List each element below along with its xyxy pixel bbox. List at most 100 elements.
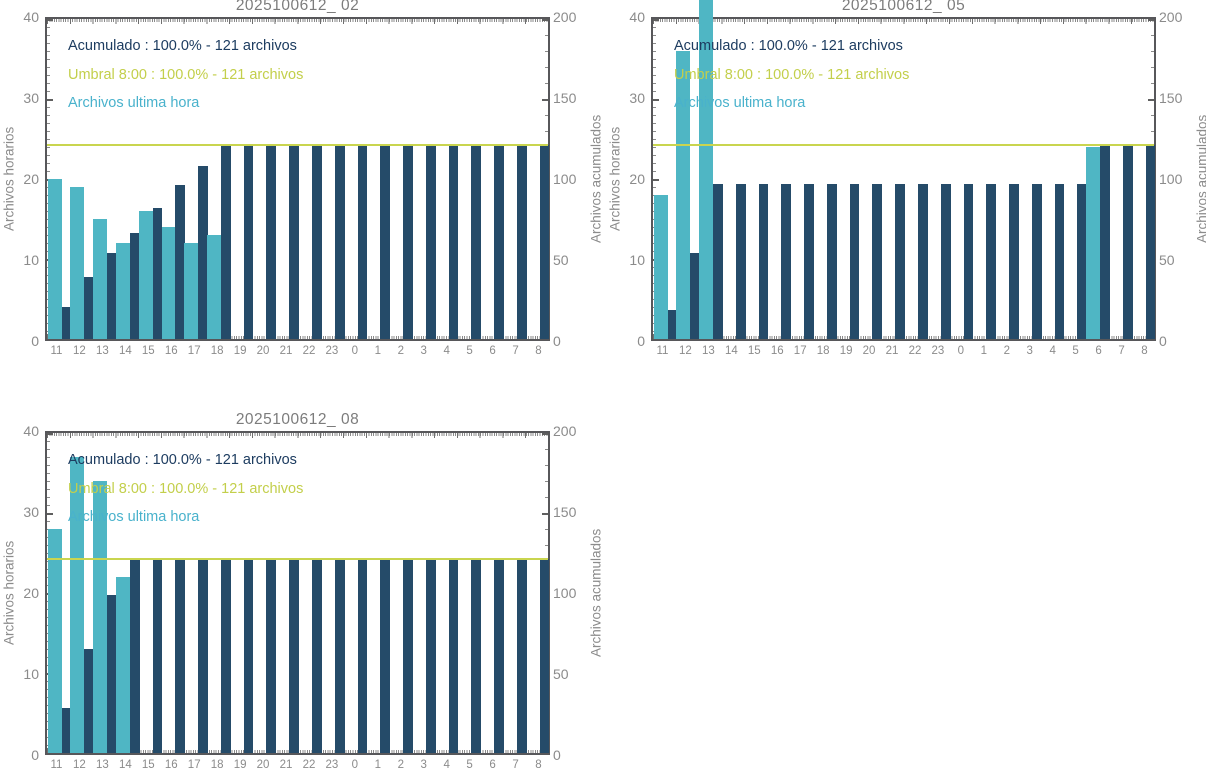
legend-umbral: Umbral 8:00 : 100.0% - 121 archivos bbox=[674, 66, 910, 83]
accumulated-bar bbox=[1145, 145, 1156, 339]
hour-slot bbox=[138, 433, 163, 753]
accumulated-bar bbox=[539, 145, 550, 339]
hourly-bar bbox=[115, 243, 130, 339]
hour-slot bbox=[252, 19, 277, 339]
hour-slot bbox=[297, 433, 322, 753]
bars bbox=[47, 433, 550, 753]
hour-slot bbox=[480, 433, 504, 753]
accumulated-bar bbox=[84, 276, 95, 339]
x-tick-label: 16 bbox=[164, 759, 178, 771]
x-tick-label: 3 bbox=[420, 759, 427, 771]
accumulated-bar bbox=[380, 145, 391, 339]
x-tick-label: 8 bbox=[1141, 345, 1148, 357]
hourly-bar bbox=[47, 179, 62, 339]
accumulated-bar bbox=[84, 649, 95, 753]
bars bbox=[653, 0, 1156, 339]
chart-panel-2: 2025100612_ 08 Archivos horarios Archivo… bbox=[0, 411, 604, 771]
hour-slot bbox=[926, 19, 951, 339]
x-tick-label: 1 bbox=[980, 345, 988, 357]
accumulated-bar bbox=[107, 594, 117, 753]
x-tick-label: 8 bbox=[535, 345, 542, 357]
hour-slot bbox=[525, 433, 550, 753]
x-tick-label: 4 bbox=[443, 759, 450, 771]
y-tick-label-left: 40 bbox=[23, 423, 39, 439]
y-tick-label-left: 30 bbox=[629, 90, 645, 106]
accumulated-bar bbox=[61, 708, 72, 753]
accumulated-bar bbox=[1122, 145, 1133, 339]
hour-slot bbox=[115, 19, 140, 339]
plot-area: Acumulado : 100.0% - 121 archivos Umbral… bbox=[45, 431, 550, 755]
accumulated-bar bbox=[152, 559, 163, 753]
accumulated-bar bbox=[940, 183, 951, 339]
x-tick-label: 7 bbox=[512, 345, 519, 357]
accumulated-bar bbox=[494, 559, 504, 753]
x-tick-label: 15 bbox=[141, 345, 155, 357]
x-tick-label: 3 bbox=[1026, 345, 1033, 357]
accumulated-bar bbox=[289, 145, 299, 339]
legend-ultima-hora: Archivos ultima hora bbox=[68, 95, 200, 111]
x-tick-label: 12 bbox=[73, 345, 86, 357]
hour-slot bbox=[161, 433, 186, 753]
y-tick-label-right: 50 bbox=[1159, 252, 1175, 268]
legend-acumulado: Acumulado : 100.0% - 121 archivos bbox=[68, 38, 297, 54]
hour-slot bbox=[653, 19, 678, 339]
hourly-bar bbox=[93, 219, 108, 339]
hour-slot bbox=[812, 19, 837, 339]
x-tick-label: 19 bbox=[839, 345, 853, 357]
y-tick-label-left: 20 bbox=[629, 171, 645, 187]
x-tick-label: 6 bbox=[489, 345, 496, 357]
hour-slot bbox=[229, 19, 254, 339]
accumulated-bar bbox=[713, 183, 723, 339]
x-tick-label: 13 bbox=[95, 759, 109, 771]
legend: Acumulado : 100.0% - 121 archivos Umbral… bbox=[68, 32, 303, 118]
x-tick-label: 6 bbox=[489, 759, 496, 771]
hour-slot bbox=[320, 433, 345, 753]
x-tick-label: 18 bbox=[816, 345, 830, 357]
y-tick-label-right: 100 bbox=[1159, 171, 1183, 187]
accumulated-bar bbox=[380, 559, 391, 753]
y-tick-label-left: 0 bbox=[31, 333, 39, 349]
y-axis-left: 40 30 20 10 0 bbox=[606, 9, 647, 349]
y-tick-label-right: 150 bbox=[553, 504, 577, 520]
hourly-bar bbox=[653, 195, 668, 339]
accumulated-bar bbox=[425, 145, 436, 339]
umbral-line bbox=[47, 558, 548, 561]
hour-slot bbox=[502, 19, 527, 339]
hourly-bar bbox=[699, 0, 714, 339]
hour-slot bbox=[70, 433, 95, 753]
accumulated-bar bbox=[107, 252, 117, 339]
y-tick-label-left: 10 bbox=[23, 252, 39, 268]
hour-slot bbox=[525, 19, 550, 339]
hour-slot bbox=[1086, 19, 1110, 339]
accumulated-bar bbox=[516, 559, 527, 753]
hourly-bar bbox=[115, 577, 130, 753]
accumulated-bar bbox=[758, 183, 769, 339]
hourly-bar bbox=[207, 235, 221, 339]
accumulated-bar bbox=[220, 559, 231, 753]
hour-slot bbox=[70, 19, 95, 339]
hour-slot bbox=[1108, 19, 1133, 339]
x-tick-label: 2 bbox=[397, 345, 404, 357]
chart-panel-0: 2025100612_ 02 Archivos horarios Archivo… bbox=[0, 0, 604, 385]
accumulated-bar bbox=[266, 145, 277, 339]
hour-slot bbox=[457, 19, 482, 339]
hour-slot bbox=[206, 433, 231, 753]
y-axis-right: 200 150 100 50 0 bbox=[553, 423, 599, 763]
x-axis-labels: 11 12 13 14 15 16 17 18 19 20 21 22 23 0 1 2 3 4 5 6 7 8 bbox=[45, 345, 550, 357]
legend: Acumulado : 100.0% - 121 archivos Umbral… bbox=[674, 32, 909, 118]
y-axis-right: 200 150 100 50 0 bbox=[553, 9, 599, 349]
y-tick-label-left: 0 bbox=[637, 333, 645, 349]
x-tick-label: 2 bbox=[397, 759, 404, 771]
y-tick-label-right: 50 bbox=[553, 252, 569, 268]
y-tick-label-left: 30 bbox=[23, 504, 39, 520]
hour-slot bbox=[1131, 19, 1156, 339]
y-tick-label-left: 40 bbox=[629, 9, 645, 25]
accumulated-bar bbox=[175, 185, 186, 339]
accumulated-bar bbox=[494, 145, 504, 339]
accumulated-bar bbox=[1031, 183, 1042, 339]
accumulated-bar bbox=[1077, 183, 1088, 339]
y-tick-label-right: 150 bbox=[553, 90, 577, 106]
accumulated-bar bbox=[1009, 183, 1019, 339]
accumulated-bar bbox=[849, 183, 860, 339]
